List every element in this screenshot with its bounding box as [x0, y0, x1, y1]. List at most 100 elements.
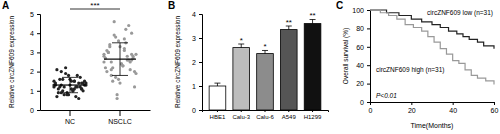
- tick-mark: [312, 110, 313, 112]
- tick: H1299: [304, 110, 322, 120]
- axis-line: [199, 15, 203, 111]
- tick: Calu-6: [256, 110, 274, 120]
- point: [130, 32, 133, 35]
- tick-mark: [37, 110, 40, 111]
- point: [77, 97, 80, 100]
- tick-mark: [199, 110, 202, 111]
- point: [110, 68, 113, 71]
- point: [118, 82, 121, 85]
- axis-title: Overall survival (%): [342, 28, 350, 84]
- tick-label: Calu-3: [232, 114, 250, 120]
- tick-label: 1: [192, 83, 196, 90]
- point: [111, 80, 114, 83]
- point: [81, 89, 84, 92]
- panel-label: A: [2, 0, 9, 11]
- bar: [209, 86, 226, 110]
- error-bar: [310, 20, 316, 24]
- point: [55, 68, 58, 71]
- plot-area: [209, 20, 321, 110]
- point: [124, 28, 127, 31]
- tick-mark: [199, 86, 202, 87]
- axis-title: Relative circZNF609 expression: [174, 16, 182, 109]
- point: [126, 55, 129, 58]
- point: [110, 60, 113, 63]
- point: [121, 64, 124, 67]
- tick-label: 0: [192, 107, 196, 114]
- point: [73, 87, 76, 90]
- tick-label: 4: [192, 11, 196, 18]
- tick: 0: [369, 102, 373, 114]
- tick-label: NSCLC: [108, 118, 132, 125]
- tick-mark: [494, 102, 495, 105]
- point: [107, 51, 110, 54]
- tick-mark: [241, 110, 242, 112]
- axis-line: [203, 111, 329, 113]
- plot-area: [370, 10, 494, 85]
- annotation: ***: [90, 1, 99, 10]
- point: [79, 85, 82, 88]
- point: [133, 70, 136, 73]
- tick-label: H1299: [304, 114, 322, 120]
- point: [108, 45, 111, 48]
- tick-mark: [199, 38, 202, 39]
- tick-label: 40: [356, 62, 364, 69]
- figure: A Relative circZNF609 expression NCNSCLC 0 1…: [0, 0, 500, 134]
- point: [55, 95, 58, 98]
- point: [113, 34, 116, 37]
- tick-mark: [288, 110, 289, 112]
- series-label: circZNF609 high (n=31): [376, 66, 444, 74]
- tick-mark: [120, 110, 121, 116]
- point: [52, 80, 55, 83]
- tick-label: 80: [356, 25, 364, 32]
- tick-mark: [70, 110, 71, 116]
- tick-label: 60: [356, 44, 364, 51]
- point: [123, 37, 126, 40]
- tick-mark: [453, 102, 454, 105]
- tick-label: 4: [30, 30, 34, 37]
- tick: 1: [30, 88, 40, 95]
- axis-line: [367, 11, 371, 103]
- tick: 100: [352, 7, 370, 14]
- tick-label: 0: [30, 107, 34, 114]
- point: [63, 93, 66, 96]
- tick-mark: [199, 62, 202, 63]
- point: [73, 80, 76, 83]
- point: [113, 20, 116, 23]
- bar: [233, 48, 250, 110]
- error-bar: [286, 26, 292, 30]
- tick-mark: [411, 102, 412, 105]
- point: [57, 91, 60, 94]
- panel-label: C: [336, 0, 343, 11]
- error-bar: [112, 43, 128, 76]
- tick: 20: [408, 102, 416, 114]
- error-bar: [214, 83, 220, 86]
- bar: [304, 24, 321, 110]
- significance: **: [309, 11, 315, 20]
- tick: 40: [356, 62, 370, 69]
- tick: 0: [360, 99, 370, 106]
- point: [131, 55, 134, 58]
- tick-label: 20: [408, 107, 416, 114]
- point: [123, 47, 126, 50]
- tick-label: 0: [369, 107, 373, 114]
- plot-area: [52, 20, 137, 100]
- point: [102, 55, 105, 58]
- tick-label: 40: [449, 107, 457, 114]
- tick-label: A549: [282, 114, 297, 120]
- tick: HBE1: [210, 110, 226, 120]
- tick-label: 3: [192, 35, 196, 42]
- point: [102, 60, 105, 63]
- tick-label: Calu-6: [256, 114, 274, 120]
- point: [73, 80, 76, 83]
- point: [64, 72, 67, 75]
- tick: 2: [192, 59, 202, 66]
- error-bar: [62, 77, 78, 92]
- point: [115, 97, 118, 100]
- x-axis: NCNSCLC: [41, 110, 151, 125]
- axis-line: [371, 103, 495, 106]
- tick-label: 100: [352, 7, 364, 14]
- tick-mark: [217, 110, 218, 112]
- tick-mark: [37, 91, 40, 92]
- point: [104, 66, 107, 69]
- tick-mark: [367, 102, 370, 103]
